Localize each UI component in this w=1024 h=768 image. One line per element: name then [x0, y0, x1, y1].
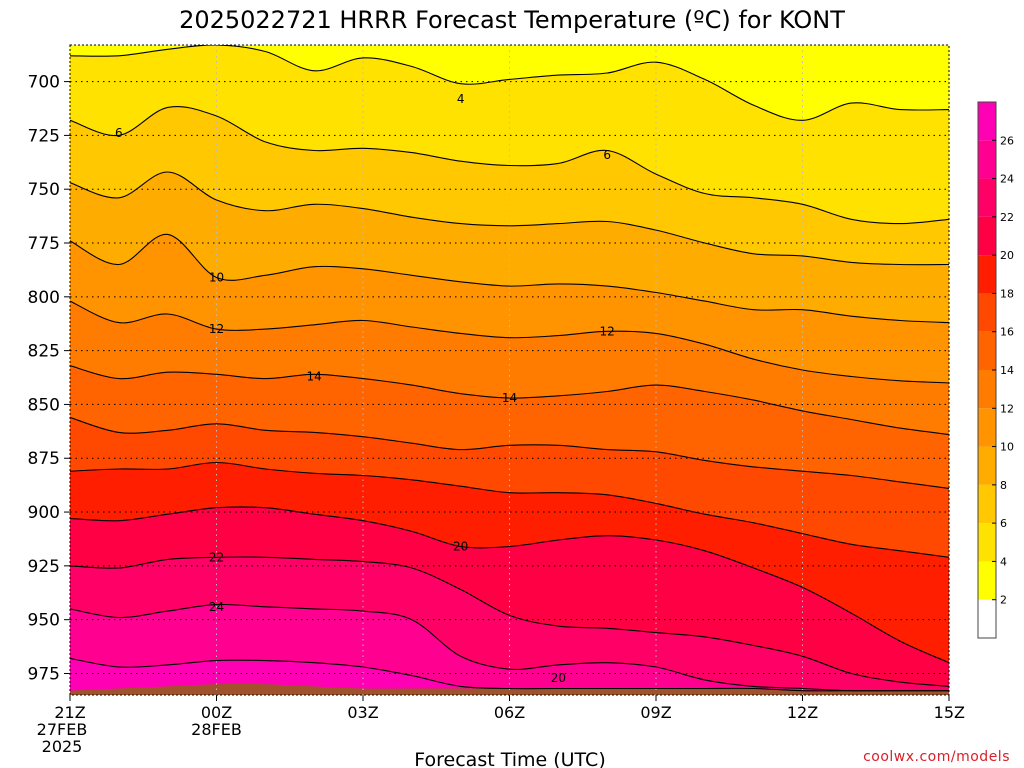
contour-label: 12 — [600, 324, 615, 338]
colorbar-tick-label: 20 — [1000, 249, 1014, 262]
colorbar-tick-label: 18 — [1000, 287, 1014, 300]
colorbar-swatch-20 — [978, 216, 996, 256]
x-tick-label: 28FEB — [191, 720, 242, 739]
colorbar-tick-label: 2 — [1000, 594, 1007, 607]
contour-label: 24 — [209, 600, 224, 614]
colorbar-swatch-22 — [978, 178, 996, 217]
temperature-bands — [70, 45, 949, 695]
x-axis-label: Forecast Time (UTC) — [414, 749, 605, 768]
contour-line-4 — [70, 45, 949, 121]
contour-line-20 — [70, 506, 949, 664]
colorbar-swatch-4 — [978, 523, 996, 562]
contour-line-12 — [70, 300, 949, 384]
colorbar-tick-label: 6 — [1000, 517, 1007, 530]
contour-label: 22 — [209, 550, 224, 564]
colorbar-swatch-16 — [978, 293, 996, 332]
contour-label: 12 — [209, 322, 224, 336]
y-axis-ticks: 700 725 750 775 800 825 850 875 900 925 950 975 — [28, 73, 70, 684]
colorbar-tick-label: 24 — [1000, 173, 1014, 186]
colorbar-swatch-6 — [978, 484, 996, 524]
y-tick-label: 775 — [28, 234, 60, 254]
colorbar-tick-label: 4 — [1000, 555, 1007, 568]
x-tick-label: 06Z — [494, 703, 525, 722]
contour-label: 20 — [453, 539, 468, 553]
contour-labels: 4 6 6 10 12 12 14 14 20 22 24 20 — [115, 92, 615, 685]
colorbar-swatch-0 — [978, 599, 996, 638]
colorbar-swatch-2 — [978, 561, 996, 600]
x-tick-label: 12Z — [787, 703, 818, 722]
colorbar-swatch-24 — [978, 140, 996, 179]
y-tick-label: 975 — [28, 664, 60, 684]
contour-line-18 — [70, 461, 949, 558]
contour-label: 20 — [551, 671, 566, 685]
y-tick-label: 725 — [28, 126, 60, 146]
x-tick-label: 2025 — [42, 737, 83, 756]
x-tick-label: 21Z — [54, 703, 85, 722]
contour-line-24 — [70, 603, 949, 692]
colorbar-swatch-26 — [978, 102, 996, 141]
grid-lines — [70, 45, 949, 695]
contour-label: 4 — [457, 92, 465, 106]
colorbar-tick-label: 8 — [1000, 479, 1007, 492]
y-tick-label: 825 — [28, 342, 60, 362]
y-tick-label: 800 — [28, 288, 60, 308]
colorbar-tick-label: 12 — [1000, 402, 1014, 415]
contour-line-22 — [70, 556, 949, 687]
colorbar-swatch-8 — [978, 446, 996, 485]
colorbar-tick-label: 26 — [1000, 134, 1014, 147]
colorbar-tick-label: 16 — [1000, 326, 1014, 339]
y-tick-label: 925 — [28, 557, 60, 577]
colorbar-swatch-14 — [978, 331, 996, 370]
colorbar-tick-label: 14 — [1000, 364, 1014, 377]
contour-line-26 — [70, 657, 949, 692]
contour-label: 6 — [603, 148, 611, 162]
colorbar-swatch-10 — [978, 408, 996, 447]
y-tick-label: 700 — [28, 73, 60, 93]
x-tick-label: 00Z — [201, 703, 232, 722]
contour-line-6 — [70, 106, 949, 225]
y-tick-label: 750 — [28, 180, 60, 200]
y-tick-label: 900 — [28, 503, 60, 523]
contour-label: 6 — [115, 126, 123, 140]
colorbar-swatch-18 — [978, 255, 996, 294]
y-tick-label: 950 — [28, 611, 60, 631]
contour-line-14 — [70, 365, 949, 436]
y-tick-label: 850 — [28, 395, 60, 415]
x-tick-label: 09Z — [640, 703, 671, 722]
colorbar-tick-label: 22 — [1000, 211, 1014, 224]
chart-title: 2025022721 HRRR Forecast Temperature (ºC… — [179, 6, 845, 34]
contour-line-8 — [70, 171, 949, 266]
x-tick-label: 27FEB — [37, 720, 88, 739]
colorbar-swatch-12 — [978, 370, 996, 409]
contour-line-16 — [70, 416, 949, 489]
colorbar-tick-label: 10 — [1000, 441, 1014, 454]
contour-label: 14 — [307, 369, 322, 383]
contour-label: 14 — [502, 391, 517, 405]
contour-lines — [70, 45, 949, 692]
contour-label: 10 — [209, 270, 224, 284]
x-tick-label: 15Z — [934, 703, 965, 722]
y-tick-label: 875 — [28, 449, 60, 469]
credit-text: coolwx.com/models — [863, 749, 1010, 765]
contour-line-10 — [70, 233, 949, 324]
x-tick-label: 03Z — [347, 703, 378, 722]
